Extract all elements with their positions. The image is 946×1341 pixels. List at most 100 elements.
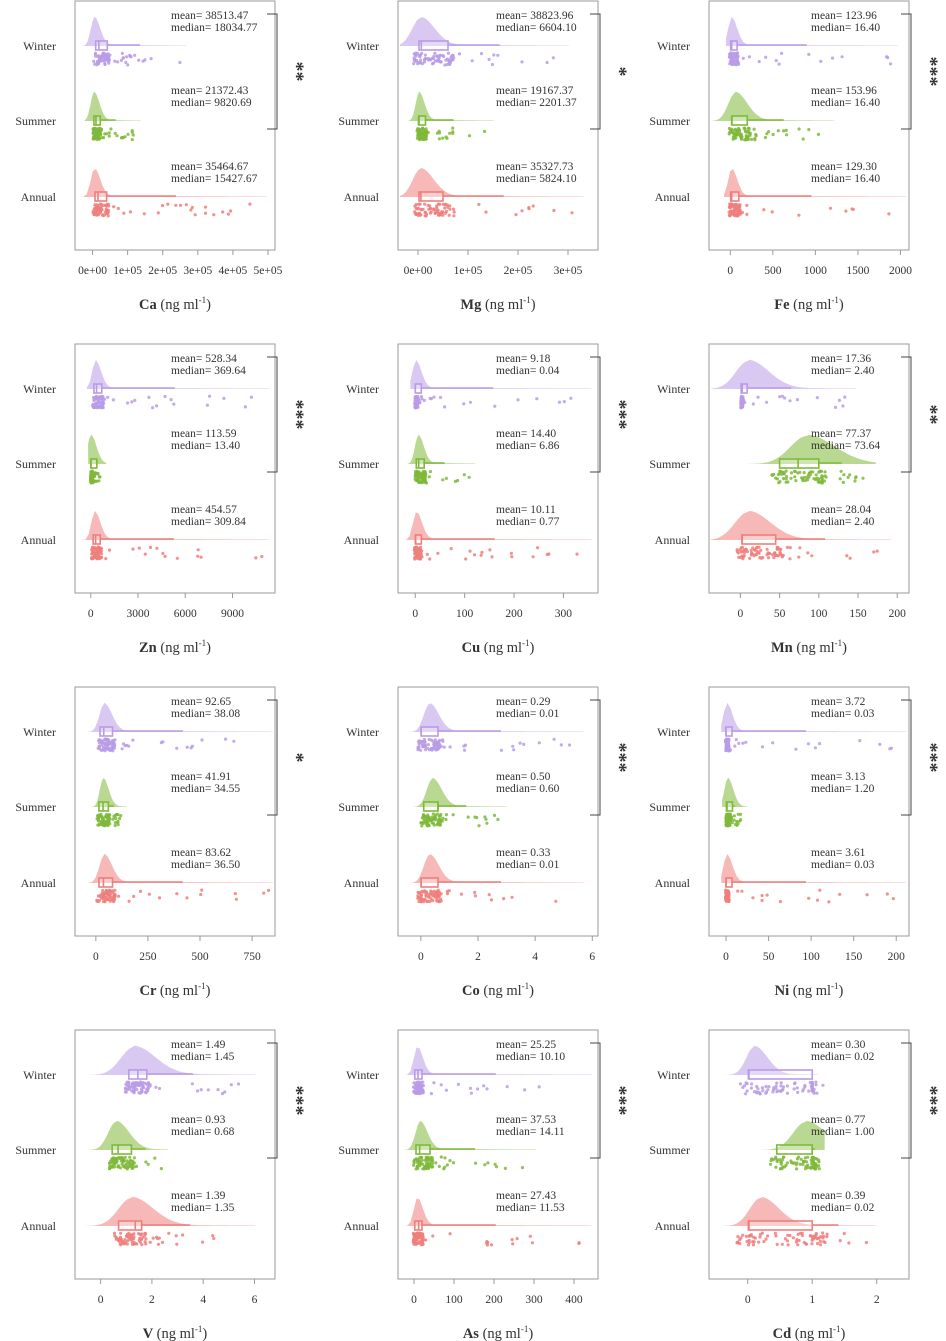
data-point — [749, 1086, 754, 1090]
data-point — [130, 129, 134, 133]
data-point — [838, 1239, 842, 1243]
box — [741, 534, 777, 545]
data-point — [480, 550, 484, 555]
median-label: median= 0.60 — [496, 783, 560, 795]
data-point — [105, 895, 109, 899]
mean-label: mean= 35464.67 — [171, 161, 249, 173]
data-point — [427, 895, 431, 899]
data-point — [468, 1086, 473, 1090]
data-point — [801, 1159, 806, 1164]
data-point — [190, 205, 194, 210]
data-point — [97, 211, 101, 216]
mean-label: mean= 28.04 — [811, 504, 871, 516]
data-point — [97, 54, 101, 58]
data-point — [420, 824, 424, 828]
data-point — [783, 1237, 788, 1241]
data-point — [216, 1088, 220, 1092]
data-point — [421, 1080, 425, 1084]
data-point — [203, 205, 208, 209]
data-point — [485, 1243, 489, 1247]
mean-label: mean= 113.59 — [171, 428, 237, 440]
data-point — [448, 131, 452, 135]
data-point — [102, 397, 107, 401]
data-point — [443, 211, 448, 215]
data-point — [816, 1241, 820, 1246]
data-point — [800, 477, 805, 481]
data-point — [452, 56, 456, 60]
density-cloud — [722, 777, 748, 807]
data-point — [784, 128, 788, 132]
data-point — [485, 821, 489, 825]
data-point — [423, 819, 427, 823]
data-point — [781, 477, 786, 481]
data-point — [462, 402, 466, 406]
data-point — [424, 1155, 428, 1159]
data-point — [427, 1162, 431, 1166]
data-point — [113, 888, 117, 892]
data-point — [130, 1240, 134, 1244]
data-point — [577, 1241, 581, 1245]
data-point — [729, 209, 734, 213]
data-point — [810, 1089, 814, 1093]
data-point — [456, 1082, 460, 1086]
data-point — [423, 53, 427, 57]
data-point — [809, 1166, 813, 1170]
x-axis-label: Cd (ng ml-1) — [773, 1324, 846, 1341]
data-point — [872, 550, 876, 554]
data-point — [106, 395, 110, 399]
box — [778, 458, 820, 469]
data-point — [416, 896, 420, 901]
data-point — [567, 743, 572, 747]
significance-stars: * — [608, 67, 630, 77]
data-point — [875, 549, 879, 553]
data-point — [416, 400, 420, 404]
median-label: median= 0.02 — [811, 1202, 875, 1214]
data-point — [223, 1090, 227, 1094]
data-point — [482, 1084, 486, 1088]
data-point — [131, 1242, 135, 1246]
data-point — [509, 551, 513, 555]
data-point — [124, 1162, 128, 1166]
box — [415, 1144, 431, 1155]
data-point — [740, 549, 744, 554]
box — [420, 877, 439, 888]
data-point — [445, 892, 450, 896]
x-tick-label: 500 — [764, 265, 782, 277]
data-point — [733, 136, 737, 140]
data-point — [417, 138, 421, 142]
data-point — [432, 395, 436, 399]
data-point — [421, 469, 426, 473]
data-point — [419, 395, 424, 399]
data-point — [753, 1236, 757, 1240]
data-point — [735, 57, 739, 61]
median-label: median= 6.86 — [496, 440, 560, 452]
data-point — [736, 889, 740, 893]
data-point — [821, 1083, 825, 1087]
data-point — [528, 1234, 532, 1238]
significance-bracket — [267, 699, 278, 816]
data-point — [815, 898, 820, 902]
data-point — [429, 1092, 433, 1096]
data-point — [730, 130, 734, 134]
data-point — [520, 209, 524, 213]
data-point — [853, 479, 857, 483]
data-point — [420, 1232, 424, 1236]
data-point — [850, 207, 854, 211]
data-point — [483, 129, 487, 133]
data-point — [132, 1237, 136, 1241]
data-point — [127, 1080, 131, 1084]
data-point — [437, 202, 441, 206]
data-point — [138, 1091, 142, 1095]
density-cloud — [80, 16, 187, 46]
data-point — [812, 1156, 816, 1160]
data-point — [130, 1166, 134, 1170]
mean-label: mean= 9.18 — [496, 353, 551, 365]
data-point — [795, 1161, 799, 1165]
data-point — [226, 212, 230, 216]
data-point — [116, 60, 120, 64]
data-point — [421, 1242, 425, 1246]
